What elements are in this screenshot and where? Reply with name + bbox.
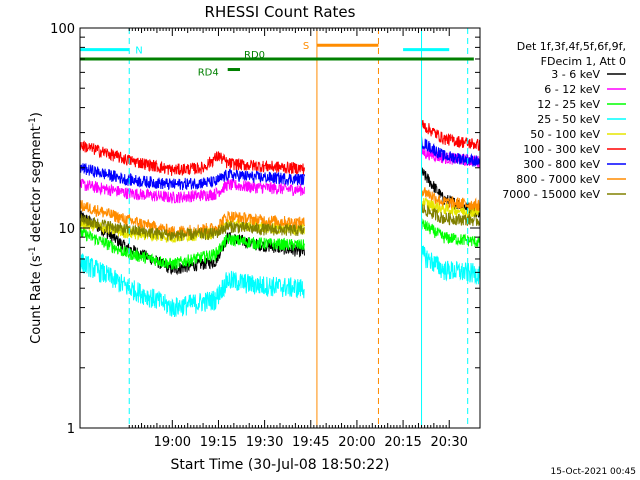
x-tick-label-4: 20:00 xyxy=(338,435,375,450)
y-tick-label-1: 10 xyxy=(58,222,75,237)
y-axis-label-main: Count Rate (s xyxy=(29,255,44,344)
y-axis-label-tail: detector segment xyxy=(29,126,44,246)
legend-label-3: 25 - 50 keV xyxy=(537,113,600,126)
footer-date: 15-Oct-2021 00:45 xyxy=(551,467,636,477)
legend-label-8: 7000 - 15000 keV xyxy=(502,188,600,201)
series-line-3-seg-0 xyxy=(80,253,305,318)
x-tick-label-1: 19:15 xyxy=(200,435,237,450)
series-line-6-seg-0 xyxy=(80,163,305,191)
y-tick-label-0: 1 xyxy=(67,422,75,437)
legend-label-0: 3 - 6 keV xyxy=(551,68,600,81)
series-line-2-seg-1 xyxy=(421,218,480,247)
x-axis-label: Start Time (30-Jul-08 18:50:22) xyxy=(170,457,389,473)
y-axis-label-sup: -1 xyxy=(28,246,38,255)
series-line-8-seg-1 xyxy=(421,204,480,227)
chart-title: RHESSI Count Rates xyxy=(205,3,356,21)
series-line-1-seg-0 xyxy=(80,178,305,204)
y-tick-label-2: 100 xyxy=(50,22,75,37)
y-axis-label-close: ) xyxy=(29,112,44,117)
legend: Det 1f,3f,4f,5f,6f,9f, FDecim 1, Att 03 -… xyxy=(502,40,626,201)
x-tick-label-2: 19:30 xyxy=(246,435,283,450)
series-line-5-seg-0 xyxy=(80,140,305,176)
x-tick-label-0: 19:00 xyxy=(154,435,191,450)
series-line-6-seg-1 xyxy=(421,136,480,168)
flag-label-s: S xyxy=(303,41,309,52)
series-line-4-seg-1 xyxy=(421,197,480,218)
flag-label-rd0: RD0 xyxy=(244,50,265,61)
flag-label-n: N xyxy=(135,46,142,57)
y-axis-label-sup2: -1 xyxy=(28,117,38,126)
series-line-8-seg-0 xyxy=(80,214,305,242)
series-line-2-seg-0 xyxy=(80,226,305,271)
series-line-5-seg-1 xyxy=(421,120,480,151)
series-line-3-seg-1 xyxy=(421,245,480,285)
legend-label-6: 300 - 800 keV xyxy=(523,158,600,171)
legend-label-4: 50 - 100 keV xyxy=(530,128,600,141)
legend-label-7: 800 - 7000 keV xyxy=(516,173,600,186)
legend-label-5: 100 - 300 keV xyxy=(523,143,600,156)
series-layer xyxy=(80,120,480,318)
legend-label-2: 12 - 25 keV xyxy=(537,98,600,111)
legend-header-1: FDecim 1, Att 0 xyxy=(541,55,626,68)
x-tick-label-3: 19:45 xyxy=(292,435,329,450)
flag-label-rd4: RD4 xyxy=(198,68,219,79)
x-tick-label-5: 20:15 xyxy=(384,435,421,450)
y-axis-label: Count Rate (s-1 detector segment-1) xyxy=(28,112,44,344)
axis-layer: 19:00 19:15 19:30 19:45 20:00 20:15 20:30 1 10 10… xyxy=(50,22,480,450)
legend-header-0: Det 1f,3f,4f,5f,6f,9f, xyxy=(517,40,626,53)
legend-label-1: 6 - 12 keV xyxy=(544,83,600,96)
series-line-7-seg-1 xyxy=(421,187,480,212)
x-tick-label-6: 20:30 xyxy=(430,435,467,450)
